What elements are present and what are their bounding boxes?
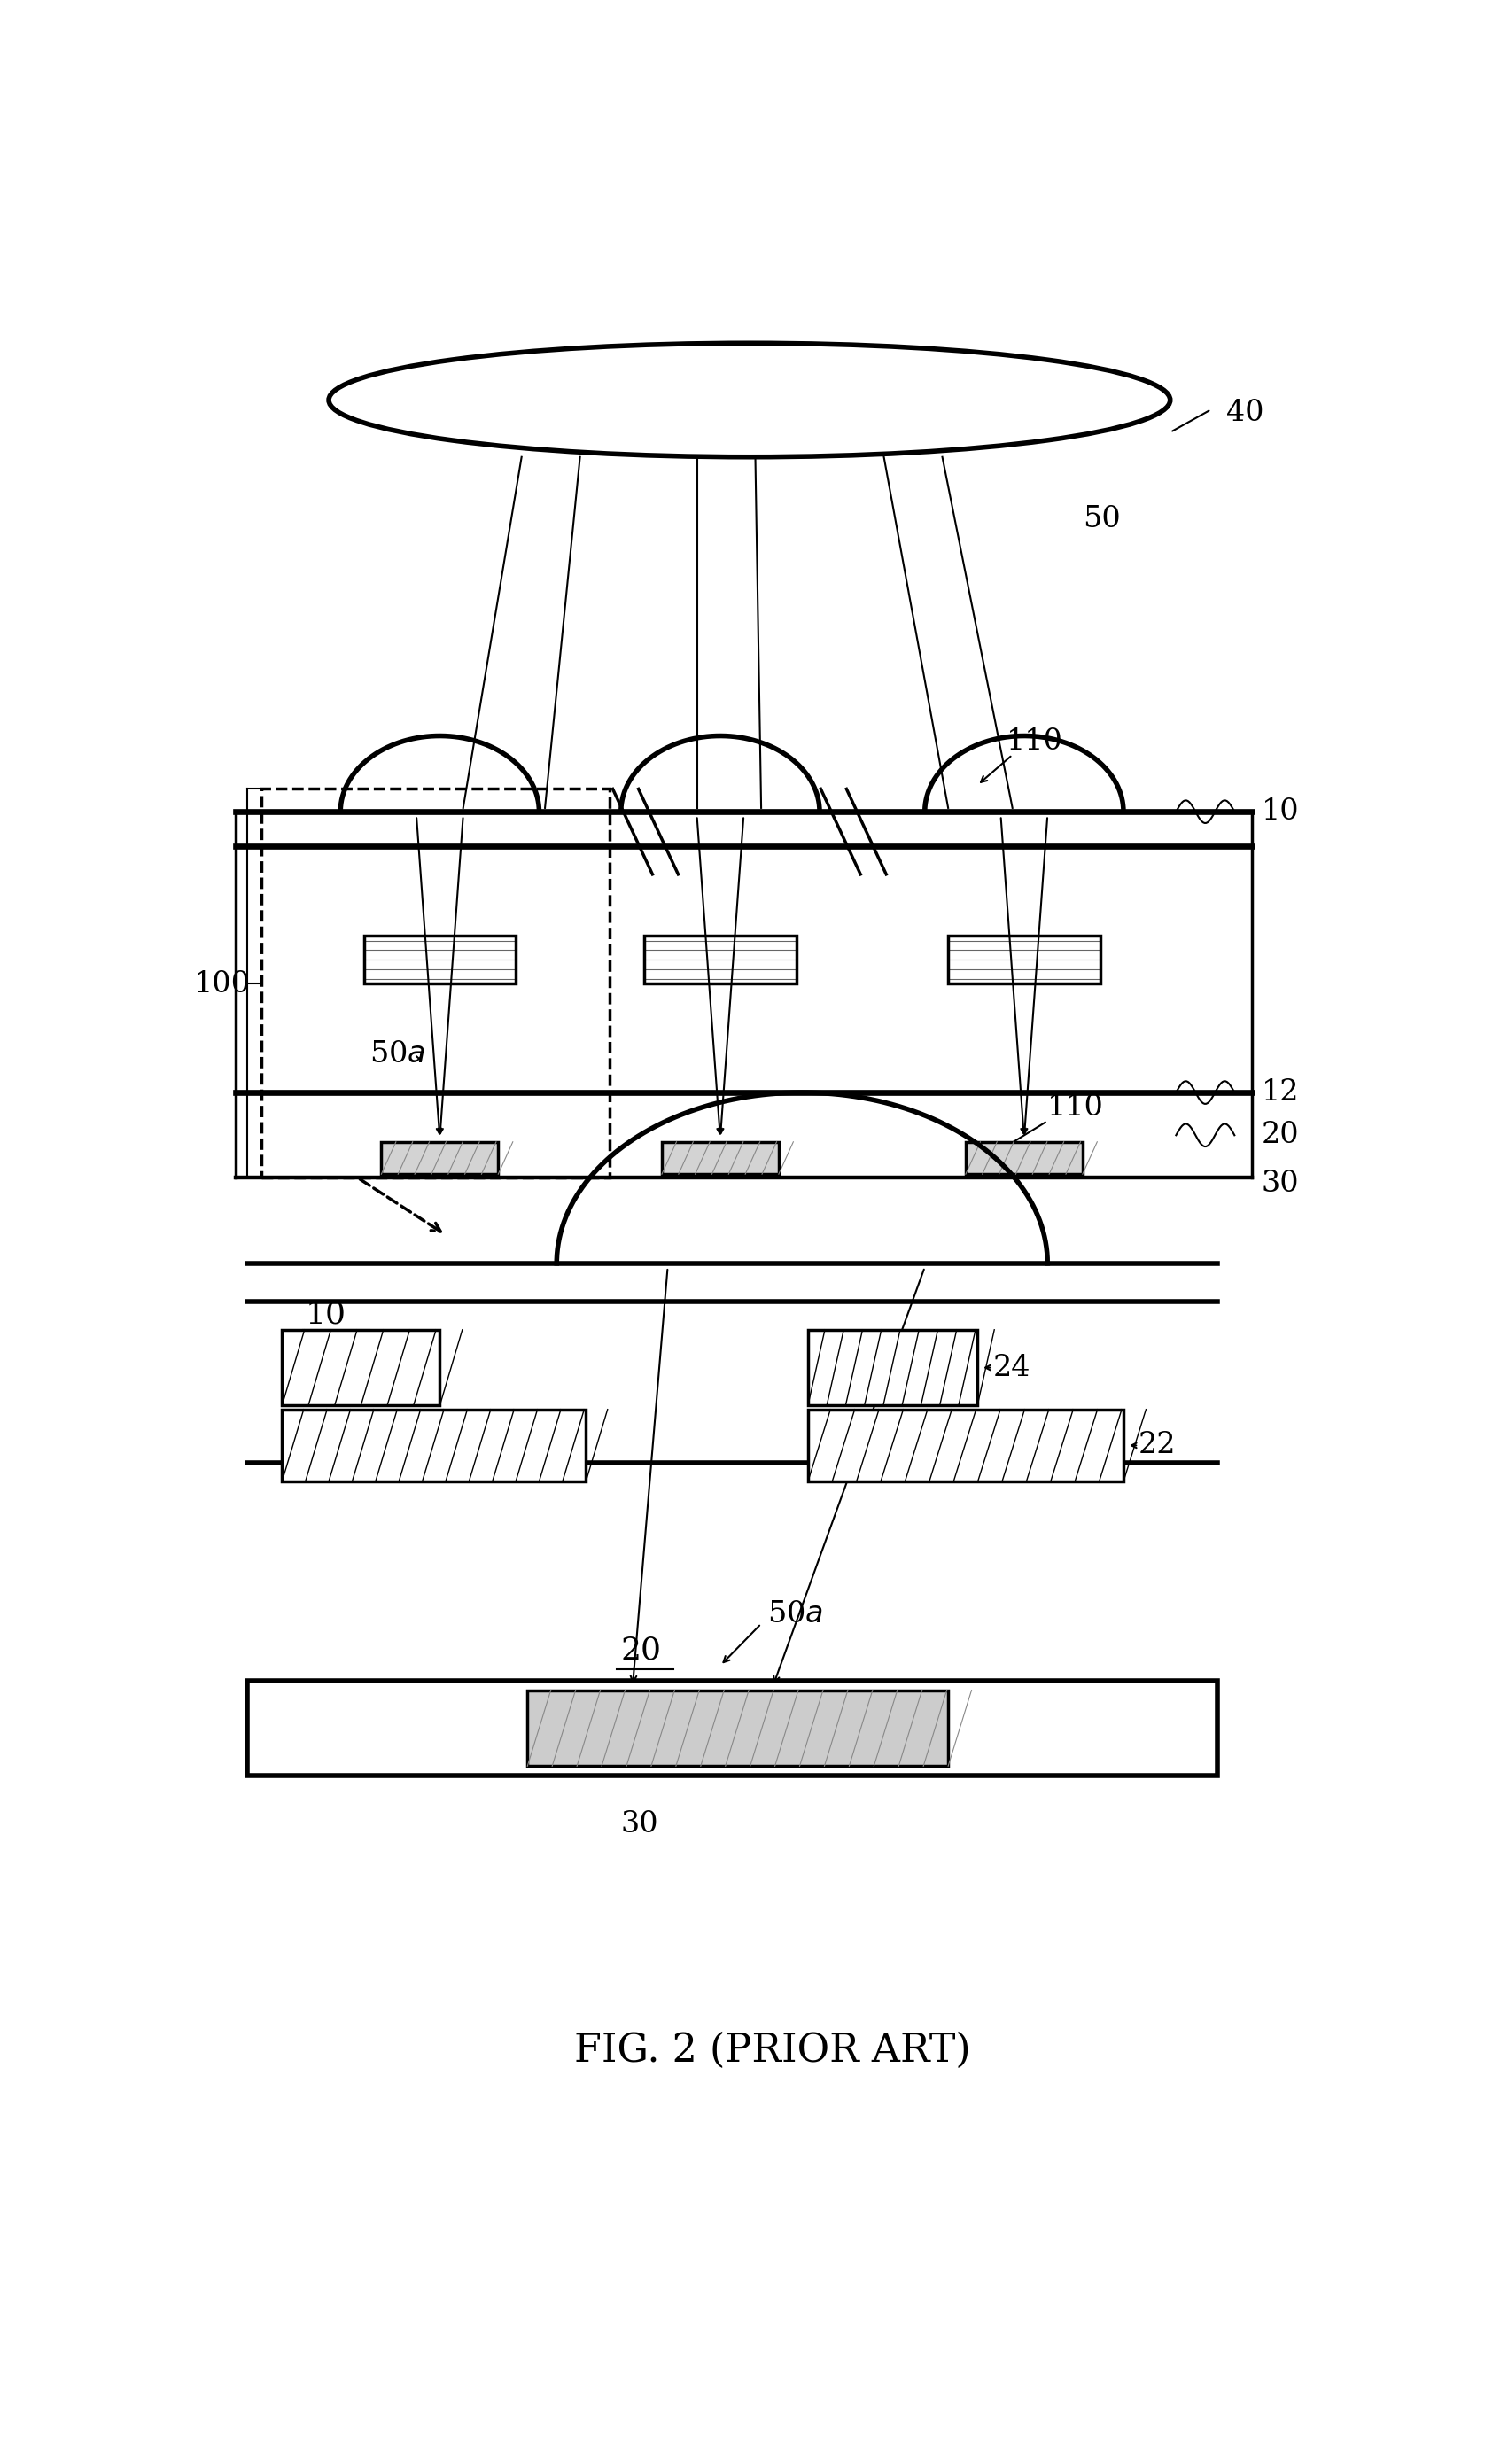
Text: 30: 30 bbox=[621, 1809, 659, 1838]
Text: 110: 110 bbox=[1007, 727, 1063, 756]
Text: 20: 20 bbox=[621, 1636, 662, 1666]
Bar bbox=[808, 1331, 977, 1404]
Bar bbox=[528, 1690, 949, 1767]
Text: 20: 20 bbox=[1261, 1121, 1298, 1148]
Bar bbox=[965, 1141, 1083, 1175]
Bar bbox=[363, 936, 516, 983]
Text: 12: 12 bbox=[1261, 1079, 1298, 1106]
Text: 24: 24 bbox=[992, 1353, 1030, 1382]
Text: 50$a$: 50$a$ bbox=[369, 1040, 425, 1069]
Bar bbox=[282, 1409, 585, 1481]
Text: 100: 100 bbox=[195, 971, 250, 998]
Text: 10: 10 bbox=[1261, 798, 1298, 825]
Text: FIG. 2 (PRIOR ART): FIG. 2 (PRIOR ART) bbox=[575, 2030, 971, 2070]
Bar bbox=[261, 788, 609, 1178]
Text: 50: 50 bbox=[1083, 505, 1120, 535]
Text: 30: 30 bbox=[1261, 1170, 1298, 1198]
Bar bbox=[662, 1141, 778, 1175]
Text: 10: 10 bbox=[305, 1299, 347, 1331]
Bar bbox=[949, 936, 1099, 983]
Text: 110: 110 bbox=[1048, 1094, 1104, 1121]
Bar bbox=[644, 936, 796, 983]
Bar bbox=[808, 1409, 1123, 1481]
Text: 22: 22 bbox=[1139, 1432, 1176, 1459]
Bar bbox=[247, 1680, 1217, 1777]
Bar bbox=[382, 1141, 498, 1175]
Bar bbox=[282, 1331, 440, 1404]
Text: 40: 40 bbox=[1226, 399, 1264, 426]
Text: 50$a$: 50$a$ bbox=[768, 1599, 822, 1629]
